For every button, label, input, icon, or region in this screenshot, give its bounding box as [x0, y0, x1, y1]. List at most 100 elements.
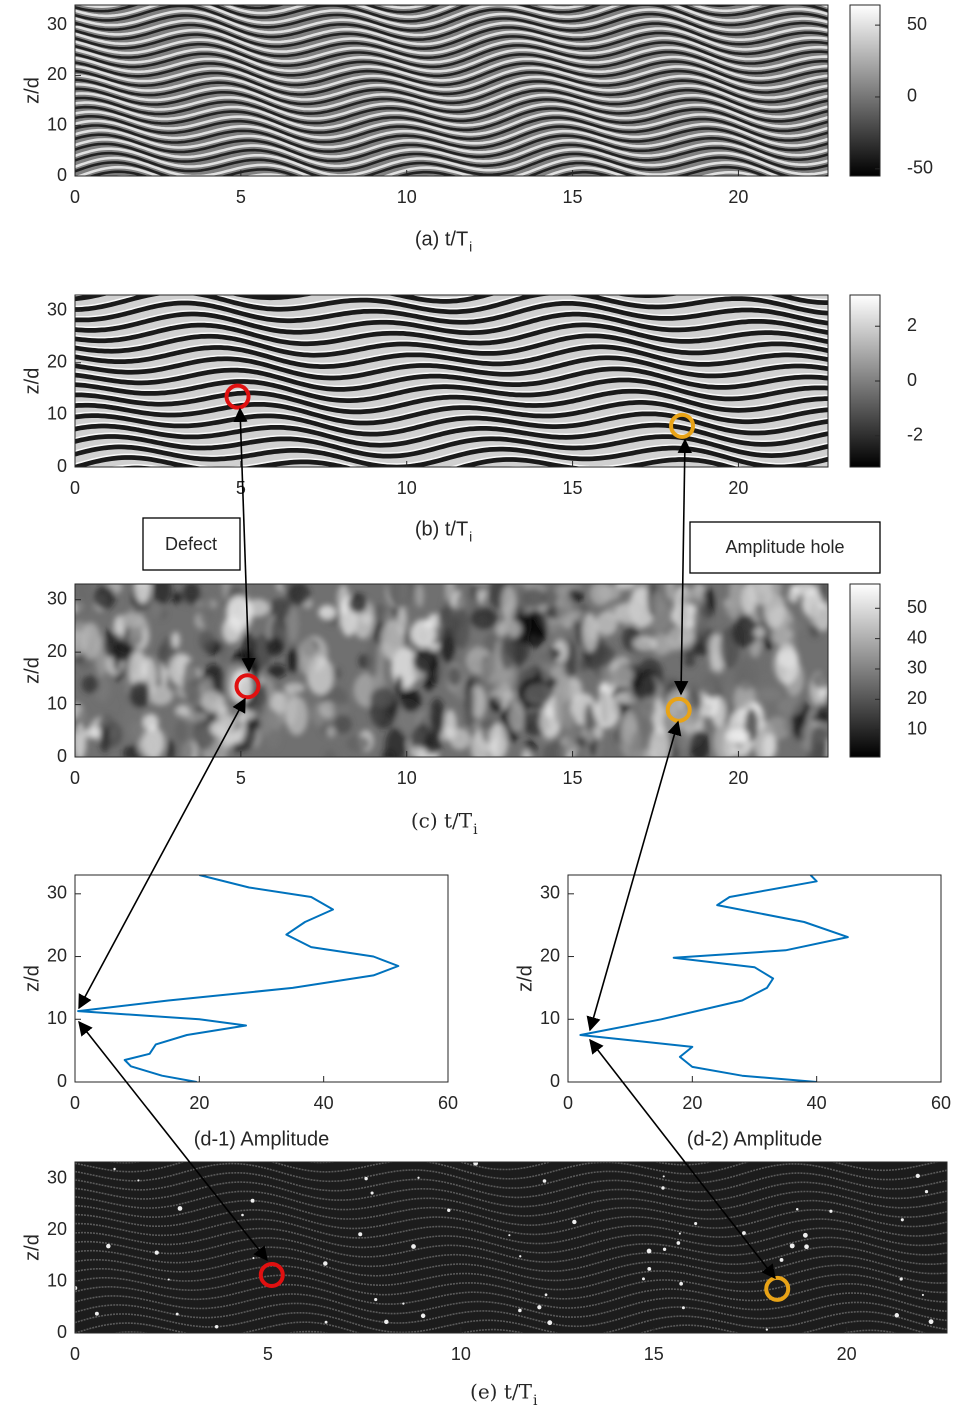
heatmap-texture — [75, 355, 828, 381]
x-tick-label: 0 — [563, 1093, 573, 1113]
heatmap-texture — [75, 186, 828, 213]
heatmap-blob — [80, 622, 101, 660]
x-axis-label-sub: i — [469, 529, 472, 545]
heatmap-speck — [374, 1297, 378, 1302]
heatmap-texture — [75, 295, 828, 311]
x-tick-label: 20 — [189, 1093, 209, 1113]
heatmap-blob — [400, 688, 421, 713]
heatmap-speck — [402, 1302, 405, 1305]
heatmap-texture — [75, 119, 828, 149]
heatmap-blob — [791, 584, 819, 596]
heatmap-speck — [106, 1243, 111, 1249]
y-tick-label: 30 — [47, 883, 67, 903]
heatmap-blob — [361, 613, 373, 625]
heatmap-blob — [171, 631, 180, 649]
y-tick-label: 0 — [57, 1322, 67, 1342]
heatmap-blob — [777, 649, 798, 668]
heatmap-blob — [599, 689, 609, 725]
marker — [764, 1275, 791, 1302]
heatmap-texture — [75, 105, 828, 134]
marker — [669, 412, 696, 439]
x-tick-label: 60 — [931, 1093, 951, 1113]
heatmap-blob — [118, 612, 145, 628]
heatmap-blob — [665, 584, 676, 601]
axes-box — [74, 1161, 948, 1334]
heatmap-speck — [537, 1305, 542, 1310]
heatmap-texture — [75, 181, 828, 208]
heatmap-texture — [75, 409, 828, 432]
arrow — [586, 720, 682, 1032]
note: Amplitude hole — [725, 537, 844, 557]
axes-box — [74, 294, 829, 468]
heatmap-blob — [614, 602, 642, 625]
heatmap-speck — [241, 1213, 244, 1217]
heatmap-blob — [563, 659, 576, 678]
heatmap-texture — [75, 73, 828, 101]
colorbar-tick-label: 0 — [907, 86, 917, 106]
heatmap-blob — [369, 687, 395, 708]
heatmap-texture — [75, 190, 828, 217]
y-tick-label: 0 — [550, 1071, 560, 1091]
heatmap-blob — [741, 584, 756, 615]
heatmap-texture — [75, 311, 828, 336]
heatmap-texture — [75, 344, 828, 369]
heatmap-blob — [808, 606, 827, 627]
heatmap-texture — [75, 489, 828, 511]
heatmap-texture — [75, 83, 828, 111]
x-tick-label: 0 — [70, 187, 80, 207]
y-tick-label: 0 — [57, 746, 67, 766]
heatmap-texture — [75, 479, 828, 500]
panel: 0 5 10 15 20 0 10 20 30 z/d (a) t/T i -50 0 50 — [21, 0, 933, 255]
x-tick-label: 0 — [70, 1344, 80, 1364]
x-axis-label-sub: i — [533, 1393, 538, 1409]
heatmap-blob — [501, 585, 516, 622]
heatmap-blob — [93, 586, 116, 610]
y-tick-label: 30 — [47, 1168, 67, 1188]
heatmap-blob — [333, 714, 352, 734]
heatmap-blob — [373, 603, 386, 623]
heatmap-blob — [783, 717, 793, 733]
heatmap-blob — [384, 727, 407, 757]
x-tick-label: 5 — [263, 1344, 273, 1364]
heatmap-texture — [109, 464, 535, 467]
y-tick-label: 10 — [47, 404, 67, 424]
x-tick-label: 10 — [451, 1344, 471, 1364]
heatmap-speck — [572, 1219, 577, 1225]
heatmap-speck — [802, 1232, 808, 1238]
heatmap-texture — [75, 142, 828, 172]
heatmap-texture — [75, 17, 828, 46]
heatmap-texture — [75, 147, 828, 176]
heatmap-blob — [762, 733, 777, 757]
y-tick-label: 0 — [57, 1071, 67, 1091]
plot-area — [75, 295, 828, 511]
heatmap-blob — [366, 638, 378, 679]
x-tick-label: 20 — [728, 478, 748, 498]
y-axis-label: z/d — [21, 965, 43, 992]
heatmap-blob — [684, 655, 696, 667]
heatmap-texture — [75, 295, 828, 301]
heatmap-blob — [777, 696, 804, 716]
y-tick-label: 0 — [57, 165, 67, 185]
heatmap-speck — [894, 1313, 900, 1318]
arrow — [78, 697, 246, 1010]
heatmap-blob — [689, 730, 710, 757]
y-tick-label: 30 — [47, 14, 67, 34]
heatmap-speck — [928, 1319, 934, 1325]
x-axis-label-sub: i — [469, 239, 472, 255]
heatmap-texture — [75, 115, 828, 144]
heatmap-speck — [678, 1232, 681, 1235]
heatmap-blob — [376, 644, 385, 684]
heatmap-speck — [804, 1244, 809, 1250]
heatmap-texture — [75, 421, 828, 443]
arrow — [78, 1020, 268, 1262]
heatmap-texture — [75, 55, 828, 82]
heatmap-speck — [544, 1293, 548, 1297]
heatmap-blob — [595, 611, 618, 636]
heatmap-blob — [713, 722, 733, 757]
heatmap-blob — [639, 695, 657, 720]
heatmap-texture — [75, 0, 828, 3]
heatmap-texture — [75, 133, 828, 163]
heatmap-blob — [346, 735, 371, 752]
x-tick-label: 60 — [438, 1093, 458, 1113]
